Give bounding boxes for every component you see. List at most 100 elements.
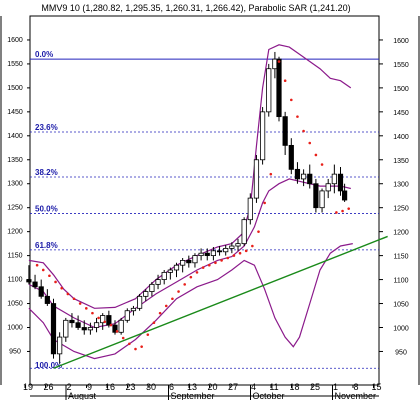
left-tick-label: 1150 (7, 253, 22, 260)
candle-body (276, 58, 282, 118)
candle-body (198, 252, 204, 257)
sar-dot (48, 274, 51, 278)
candle-body (337, 173, 344, 192)
candle-body (210, 250, 216, 257)
fib-label: 38.2% (35, 168, 58, 177)
fib-label: 100.0% (35, 361, 62, 370)
x-tick-label: 25 (310, 382, 320, 392)
sar-dot (308, 141, 312, 145)
candle-body (241, 219, 247, 245)
x-tick-label: 18 (289, 382, 299, 392)
right-tick-label: 1450 (393, 110, 409, 117)
candle-body (100, 315, 106, 324)
sar-dot (208, 263, 211, 267)
candle-body (247, 197, 253, 221)
left-tick-label: 1400 (7, 133, 23, 140)
fibonacci-levels: 0.0% 23.6% 38.2% 50.0% 61.8% 100.0% (30, 50, 379, 370)
candle-body (143, 291, 149, 297)
sar-dot (302, 129, 305, 133)
candle-body (155, 279, 161, 285)
candle-body (75, 322, 81, 328)
right-tick-label: 1000 (393, 325, 409, 332)
candle-body (325, 183, 331, 192)
sar-dot (183, 283, 186, 286)
sar-dot (238, 251, 242, 255)
candle-body (87, 327, 93, 331)
left-tick-label: 1450 (7, 109, 23, 116)
candle-body (32, 281, 38, 288)
x-tick-label: 20 (207, 382, 217, 392)
x-tick-label: 15 (371, 382, 381, 392)
left-tick-label: 1300 (7, 181, 23, 188)
left-tick-label: 1500 (7, 85, 23, 92)
right-tick-label: 1350 (393, 158, 409, 165)
candle-body (26, 279, 32, 283)
candle-body (38, 286, 44, 297)
x-tick-label: 8 (353, 382, 358, 392)
sar-dot (290, 98, 293, 102)
y-axis: 950 950 1000 1000 1050 1050 1100 1100 1150 1150 12… (7, 37, 409, 356)
left-tick-label: 1000 (7, 324, 23, 331)
candle-body (294, 168, 301, 180)
left-tick-label: 1550 (7, 61, 23, 68)
sar-dot (35, 263, 39, 267)
sar-dot (263, 201, 266, 205)
left-tick-label: 1600 (7, 37, 23, 44)
trendline (53, 235, 388, 369)
candle-body (93, 322, 100, 328)
sar-dot (54, 280, 57, 284)
sar-dot (257, 230, 260, 233)
sar-dot (140, 345, 143, 348)
sar-dot (244, 249, 248, 253)
left-tick-label: 1350 (7, 157, 23, 164)
sar-dot (134, 347, 137, 351)
fib-label: 23.6% (35, 123, 58, 132)
sar-dot (195, 271, 199, 274)
candle-body (253, 159, 260, 199)
x-tick-label: 2 (66, 382, 71, 392)
candle-body (180, 260, 186, 266)
candle-body (229, 245, 235, 249)
candle-body (63, 319, 69, 338)
sar-dot (214, 261, 217, 265)
right-tick-label: 1200 (393, 230, 409, 237)
candle-body (313, 183, 319, 209)
right-tick-label: 950 (395, 349, 407, 356)
sar-dot (85, 307, 88, 310)
candle-body (124, 310, 130, 321)
candle-body (223, 248, 229, 253)
candle-body (81, 327, 87, 331)
x-tick-label: 6 (169, 382, 174, 392)
sar-dot (146, 333, 150, 336)
x-tick-label: 19 (23, 382, 33, 392)
right-tick-label: 1150 (393, 254, 408, 261)
parabolic-sar (35, 60, 351, 351)
sar-dot (171, 297, 174, 301)
left-tick-label: 1100 (7, 277, 22, 284)
sar-dot (283, 79, 287, 82)
sar-dot (347, 207, 351, 210)
sar-dot (335, 211, 338, 214)
sar-dot (201, 266, 205, 269)
right-tick-label: 1550 (393, 62, 409, 69)
candle-body (266, 68, 272, 113)
left-tick-label: 1200 (7, 229, 23, 236)
support-trendline (53, 235, 388, 369)
fib-label: 0.0% (35, 50, 53, 59)
candle-body (50, 303, 57, 355)
sar-dot (220, 259, 223, 262)
left-tick-label: 1250 (7, 205, 23, 212)
sar-dot (189, 275, 193, 279)
candle-body (44, 295, 50, 304)
month-label: September (171, 391, 215, 400)
right-tick-label: 1100 (393, 278, 408, 285)
sar-dot (41, 268, 45, 272)
sar-dot (121, 336, 125, 340)
left-tick-label: 950 (9, 348, 21, 355)
sar-dot (226, 256, 230, 260)
x-tick-label: 23 (125, 382, 135, 392)
x-tick-label: 16 (105, 382, 115, 392)
sar-dot (152, 321, 156, 325)
candle-body (118, 319, 124, 333)
